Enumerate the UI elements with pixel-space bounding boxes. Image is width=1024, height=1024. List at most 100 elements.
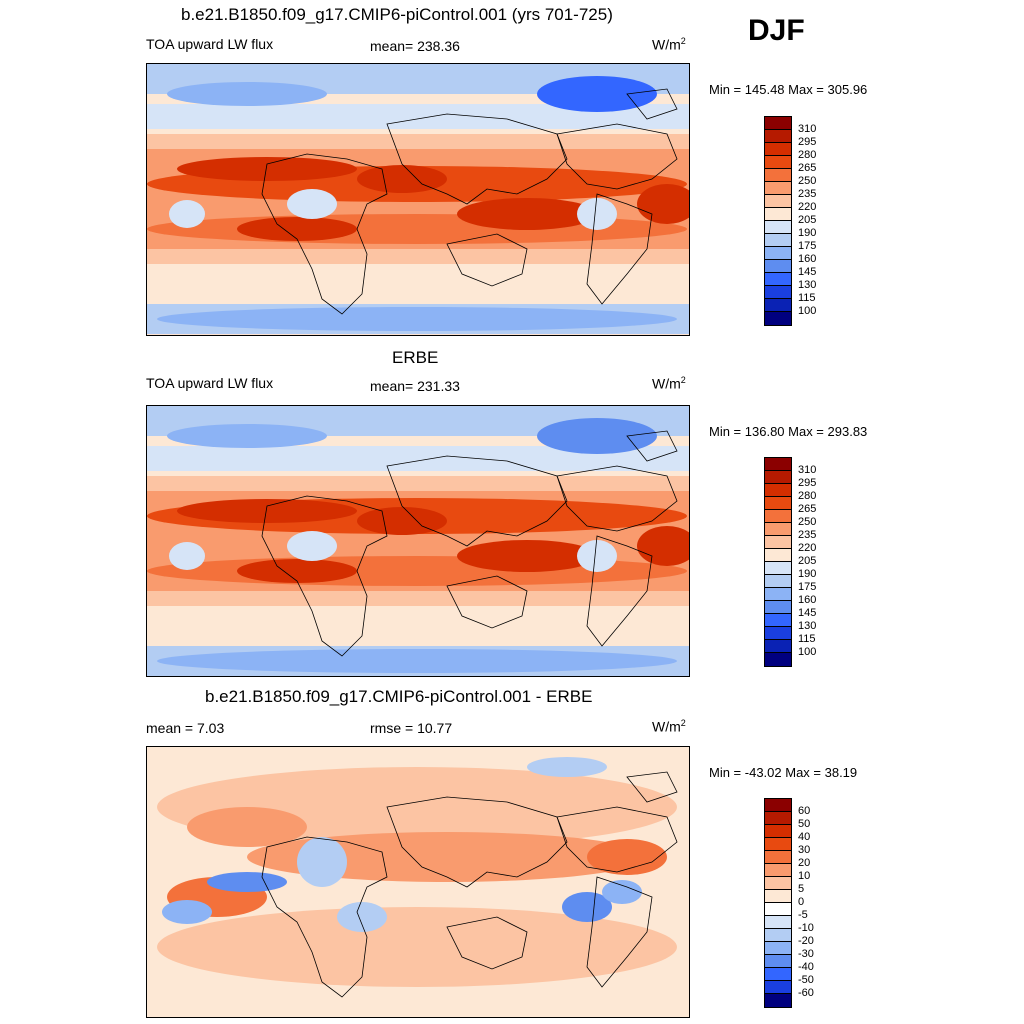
- colorbar-tick-label: 205: [798, 214, 817, 226]
- coastline: [586, 535, 653, 647]
- colorbar-tick-label: 250: [798, 516, 817, 528]
- colorbar-tick-label: 160: [798, 594, 817, 606]
- colorbar-box: [765, 484, 791, 497]
- colorbar-tick-label: -30: [798, 948, 814, 960]
- colorbar-box: [765, 195, 791, 208]
- colorbar-box: [765, 562, 791, 575]
- coastline: [586, 876, 653, 988]
- colorbar-box: [765, 877, 791, 890]
- panel-3-minmax: Min = -43.02 Max = 38.19: [709, 765, 858, 780]
- colorbar-box: [765, 130, 791, 143]
- contour-region: [457, 540, 597, 572]
- colorbar-box: [765, 510, 791, 523]
- panel-1-map: [146, 63, 690, 336]
- coastline: [626, 771, 678, 803]
- coastline: [386, 113, 568, 205]
- contour-region: [577, 540, 617, 572]
- panel-1-minmax: Min = 145.48 Max = 305.96: [709, 82, 868, 97]
- colorbar-tick-label: -60: [798, 987, 814, 999]
- panel-3-mean-label: mean = 7.03: [146, 720, 225, 736]
- colorbar-box: [765, 208, 791, 221]
- colorbar-tick-label: 250: [798, 175, 817, 187]
- colorbar-tick-label: 10: [798, 870, 811, 882]
- colorbar-tick-label: 175: [798, 240, 817, 252]
- colorbar-box: [765, 994, 791, 1007]
- panel-3-contour-plot: [147, 747, 689, 1017]
- colorbar-tick-label: 280: [798, 490, 817, 502]
- colorbar-tick-label: 190: [798, 568, 817, 580]
- contour-region: [537, 418, 657, 454]
- colorbar-tick-label: 265: [798, 162, 817, 174]
- colorbar-tick-label: 30: [798, 844, 811, 856]
- contour-region: [287, 531, 337, 561]
- coastline: [261, 495, 388, 657]
- colorbar-tick-label: 280: [798, 149, 817, 161]
- contour-region: [602, 880, 642, 904]
- colorbar-box: [765, 536, 791, 549]
- contour-region: [157, 307, 677, 331]
- coastline: [446, 233, 528, 287]
- colorbar-box: [765, 864, 791, 877]
- coastline: [446, 575, 528, 629]
- panel-1-colorbar: [764, 116, 792, 326]
- contour-region: [537, 76, 657, 112]
- colorbar-tick-label: -40: [798, 961, 814, 973]
- colorbar-box: [765, 968, 791, 981]
- contour-region: [157, 907, 677, 987]
- colorbar-tick-label: 5: [798, 883, 805, 895]
- colorbar-tick-label: 40: [798, 831, 811, 843]
- colorbar-tick-label: -5: [798, 909, 808, 921]
- colorbar-box: [765, 614, 791, 627]
- contour-region: [169, 200, 205, 228]
- colorbar-box: [765, 458, 791, 471]
- colorbar-tick-label: 235: [798, 188, 817, 200]
- colorbar-box: [765, 299, 791, 312]
- coastline: [626, 430, 678, 462]
- colorbar-tick-label: -10: [798, 922, 814, 934]
- colorbar-tick-label: 100: [798, 305, 817, 317]
- colorbar-box: [765, 955, 791, 968]
- panel-3-colorbar: [764, 798, 792, 1008]
- colorbar-tick-label: 205: [798, 555, 817, 567]
- panel-2-map: [146, 405, 690, 677]
- panel-2-title: ERBE: [392, 348, 439, 367]
- panel-1-mean-label: mean= 238.36: [370, 38, 460, 54]
- colorbar-box: [765, 812, 791, 825]
- contour-region: [297, 837, 347, 887]
- panel-2-units: W/m2: [652, 375, 686, 392]
- contour-region: [637, 526, 689, 566]
- colorbar-tick-label: -20: [798, 935, 814, 947]
- colorbar-box: [765, 825, 791, 838]
- contour-region: [287, 189, 337, 219]
- colorbar-tick-label: 160: [798, 253, 817, 265]
- colorbar-tick-label: 220: [798, 201, 817, 213]
- colorbar-box: [765, 523, 791, 536]
- colorbar-box: [765, 471, 791, 484]
- colorbar-box: [765, 221, 791, 234]
- contour-region: [177, 499, 357, 523]
- coastlines: [261, 771, 678, 998]
- contour-region: [167, 424, 327, 448]
- colorbar-tick-label: 310: [798, 123, 817, 135]
- contour-region: [357, 507, 447, 535]
- contour-region: [169, 542, 205, 570]
- panel-2-minmax: Min = 136.80 Max = 293.83: [709, 424, 868, 439]
- contour-region: [177, 157, 357, 181]
- colorbar-tick-label: 265: [798, 503, 817, 515]
- coastlines: [261, 430, 678, 657]
- colorbar-tick-label: 100: [798, 646, 817, 658]
- colorbar-box: [765, 838, 791, 851]
- colorbar-box: [765, 799, 791, 812]
- contour-region: [207, 872, 287, 892]
- colorbar-box: [765, 916, 791, 929]
- colorbar-tick-label: 20: [798, 857, 811, 869]
- panel-3-title: b.e21.B1850.f09_g17.CMIP6-piControl.001 …: [205, 687, 593, 706]
- panel-3-map: [146, 746, 690, 1018]
- colorbar-box: [765, 981, 791, 994]
- colorbar-box: [765, 653, 791, 666]
- panel-1-variable-label: TOA upward LW flux: [146, 36, 274, 52]
- contour-region: [167, 82, 327, 106]
- panel-2-contour-plot: [147, 406, 689, 676]
- colorbar-tick-label: 60: [798, 805, 811, 817]
- colorbar-box: [765, 575, 791, 588]
